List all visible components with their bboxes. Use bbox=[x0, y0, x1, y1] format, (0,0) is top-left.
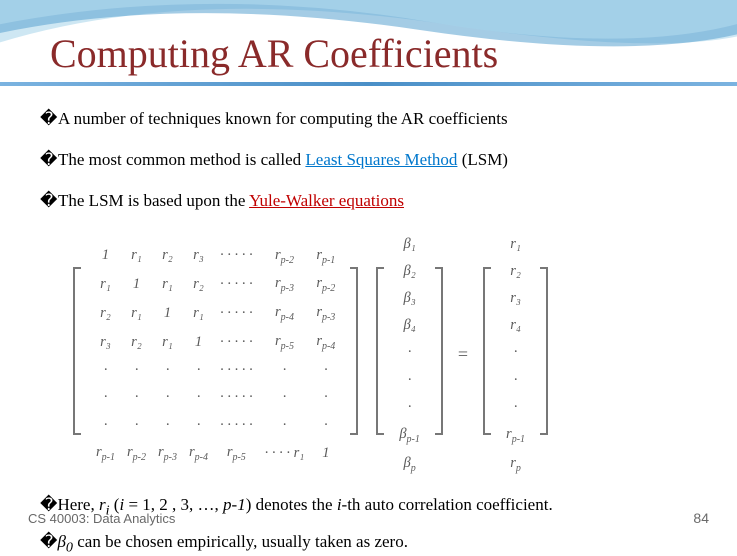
bullet-marker-icon: � bbox=[40, 107, 58, 134]
matrix-R: 1r₁r₂r₃· · · · ·rp-2rp-1r₁1r₁r₂· · · · ·… bbox=[90, 242, 341, 468]
bullet-1-text: A number of techniques known for computi… bbox=[58, 109, 508, 128]
bullet-1: �A number of techniques known for comput… bbox=[40, 105, 707, 134]
b4-end: -th auto correlation coefficient. bbox=[342, 495, 553, 514]
bullet-marker-icon: � bbox=[40, 189, 58, 216]
bullet-marker-icon: � bbox=[40, 532, 57, 551]
footer-course: CS 40003: Data Analytics bbox=[28, 511, 175, 526]
bullet-2: �The most common method is called Least … bbox=[40, 146, 707, 175]
b5-beta: β bbox=[57, 532, 65, 551]
slide-title: Computing AR Coefficients bbox=[50, 30, 498, 77]
bullet-marker-icon: � bbox=[40, 148, 58, 175]
vector-beta: β₁β₂β₃β₄···βp-1βp bbox=[393, 231, 426, 479]
equals-sign: = bbox=[446, 229, 480, 481]
bullet-3: �The LSM is based upon the Yule-Walker e… bbox=[40, 187, 707, 216]
title-underline bbox=[0, 82, 737, 86]
yule-walker-matrix: 1r₁r₂r₃· · · · ·rp-2rp-1r₁1r₁r₂· · · · ·… bbox=[70, 229, 707, 481]
bullet-2-post: (LSM) bbox=[457, 150, 508, 169]
b4-post: ) denotes the bbox=[246, 495, 337, 514]
bullet-3-pre: The LSM is based upon the bbox=[58, 191, 249, 210]
vector-r: r₁r₂r₃r₄···rp-1rp bbox=[500, 231, 531, 479]
b4-p: p-1 bbox=[223, 495, 246, 514]
b5-zero: 0 bbox=[66, 539, 73, 555]
lsm-keyword: Least Squares Method bbox=[305, 150, 457, 169]
slide-body: �A number of techniques known for comput… bbox=[40, 105, 707, 556]
bullet-2-pre: The most common method is called bbox=[58, 150, 305, 169]
slide-number: 84 bbox=[693, 510, 709, 526]
b5-post: can be chosen empirically, usually taken… bbox=[73, 532, 408, 551]
bullet-5: �β0 can be chosen empirically, usually t… bbox=[40, 528, 707, 556]
yule-walker-keyword: Yule-Walker equations bbox=[249, 191, 404, 210]
